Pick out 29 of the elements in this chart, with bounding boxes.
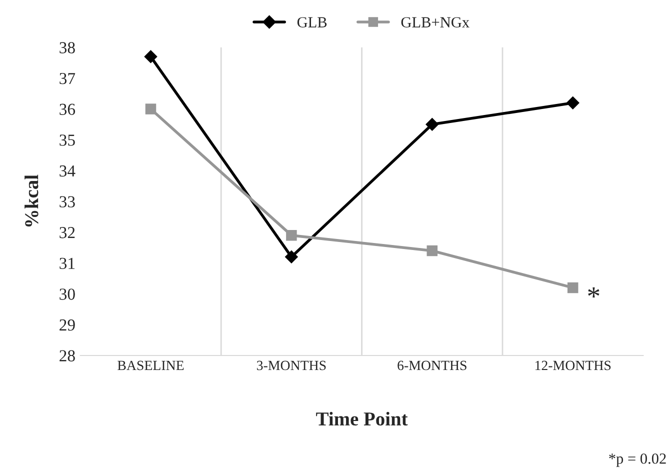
point [566,96,580,110]
y-tick-label: 36 [60,104,76,115]
text: *p = 0.02 [609,453,666,467]
x-axis-title: Time Point [316,412,408,426]
y-tick-label: 28 [60,350,75,362]
y-tick-label: 31 [60,258,75,270]
y-tick-label: 29 [60,319,75,331]
y-tick-label: 35 [60,134,75,146]
y-tick-label: 34 [60,165,76,177]
y-tick-label: 33 [60,196,75,208]
legend-label: GLB [297,17,327,28]
point [567,282,578,294]
point [145,104,156,114]
x-tick-label: BASELINE [118,360,184,370]
x-tick-label: 6-MONTHS [398,360,466,370]
y-tick-label: 38 [60,42,75,54]
legend-label: GLB+NGx [401,17,470,28]
x-tick-label: 12-MONTHS [535,360,611,370]
annotation: * [588,287,600,298]
point [426,245,438,256]
y-axis-title: %kcal [24,174,38,226]
point [286,230,297,241]
point [426,118,439,131]
y-tick-label: 37 [60,72,76,84]
point [285,250,298,264]
point [144,50,158,64]
x-tick-label: 3-MONTHS [257,360,326,370]
y-tick-label: 30 [60,288,75,300]
y-tick-label: 32 [60,227,75,238]
